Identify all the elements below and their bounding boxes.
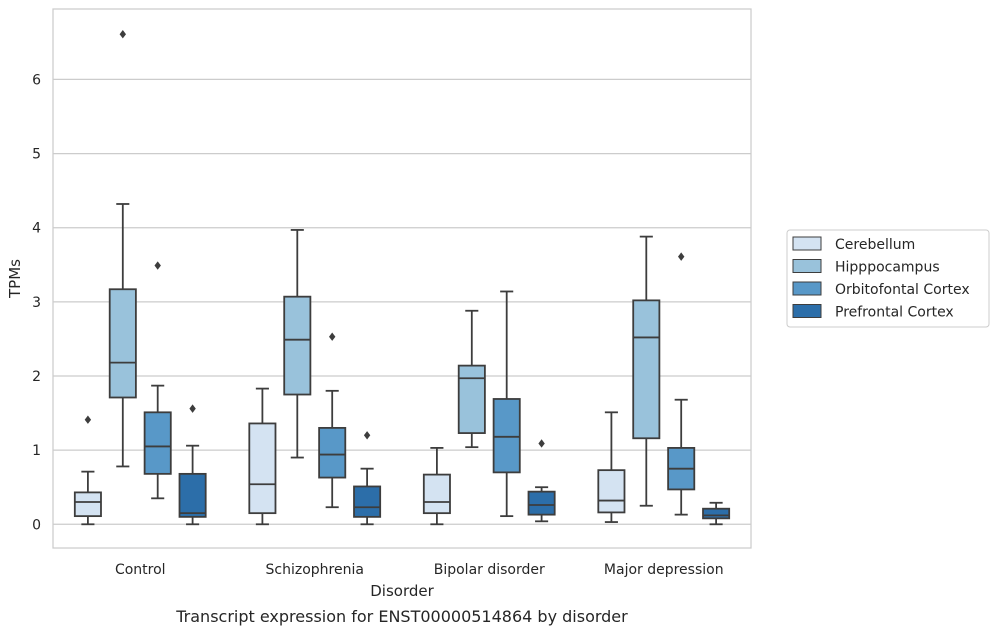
x-tick-label: Major depression [604, 562, 724, 578]
boxes [73, 30, 731, 526]
outlier-point [84, 415, 92, 424]
legend-swatch [792, 281, 822, 296]
y-tick-label: 3 [32, 295, 41, 311]
box-3-3 [702, 501, 731, 526]
box-2-1 [318, 332, 347, 509]
box-1-0 [108, 30, 137, 468]
box-0-2 [422, 447, 451, 526]
outlier-point [678, 252, 685, 261]
outlier-point [329, 332, 336, 341]
box-body [632, 299, 661, 440]
box-body [597, 469, 626, 514]
box-body [143, 411, 172, 475]
x-axis-label: Disorder [370, 582, 434, 600]
x-tick-label: Bipolar disorder [434, 562, 545, 578]
box-body [527, 490, 556, 516]
box-body [178, 472, 207, 518]
chart-caption: Transcript expression for ENST0000051486… [175, 607, 628, 626]
box-0-1 [248, 387, 277, 526]
legend-swatch [792, 304, 822, 318]
legend-label: Hipppocampus [835, 260, 940, 276]
box-body [422, 473, 451, 515]
box-0-0 [73, 415, 102, 526]
box-body [108, 288, 137, 399]
x-axis-ticks: Control Schizophrenia Bipolar disorder Majo… [115, 562, 724, 578]
box-body [248, 422, 277, 515]
y-axis-label: TPMs [6, 259, 24, 299]
box-body [457, 364, 486, 434]
legend-swatch [792, 259, 822, 273]
box-3-2 [527, 439, 556, 523]
box-body [353, 485, 382, 518]
outlier-point [363, 431, 371, 440]
outlier-point [538, 439, 545, 448]
box-body [283, 295, 312, 396]
outlier-point [119, 30, 126, 39]
box-body [702, 507, 731, 520]
box-3-1 [353, 431, 382, 526]
y-tick-label: 2 [32, 369, 41, 385]
legend-label: Orbitofontal Cortex [835, 282, 970, 298]
y-tick-label: 5 [32, 147, 41, 163]
y-tick-label: 4 [32, 221, 41, 237]
y-tick-label: 0 [32, 517, 41, 533]
box-1-2 [457, 309, 486, 449]
x-tick-label: Schizophrenia [266, 562, 364, 578]
box-3-0 [178, 404, 207, 526]
box-body [73, 491, 102, 518]
box-2-2 [492, 290, 521, 518]
outlier-point [154, 261, 161, 270]
box-2-3 [667, 252, 696, 516]
box-1-1 [283, 229, 312, 459]
legend-frame [786, 229, 990, 328]
legend: Cerebellum Hipppocampus Orbitofontal Corte… [786, 229, 990, 328]
box-1-3 [632, 235, 661, 507]
box-2-0 [143, 261, 172, 500]
x-tick-label: Control [115, 562, 166, 578]
y-tick-label: 1 [32, 443, 41, 459]
box-body [318, 426, 347, 479]
box-body [492, 398, 521, 474]
y-axis-ticks: 0 1 2 3 4 5 6 [32, 72, 41, 533]
legend-swatch [792, 236, 822, 251]
outlier-point [189, 404, 196, 413]
legend-label: Cerebellum [835, 237, 915, 253]
y-tick-label: 6 [32, 72, 41, 88]
box-0-3 [597, 411, 626, 523]
legend-label: Prefrontal Cortex [835, 305, 954, 321]
